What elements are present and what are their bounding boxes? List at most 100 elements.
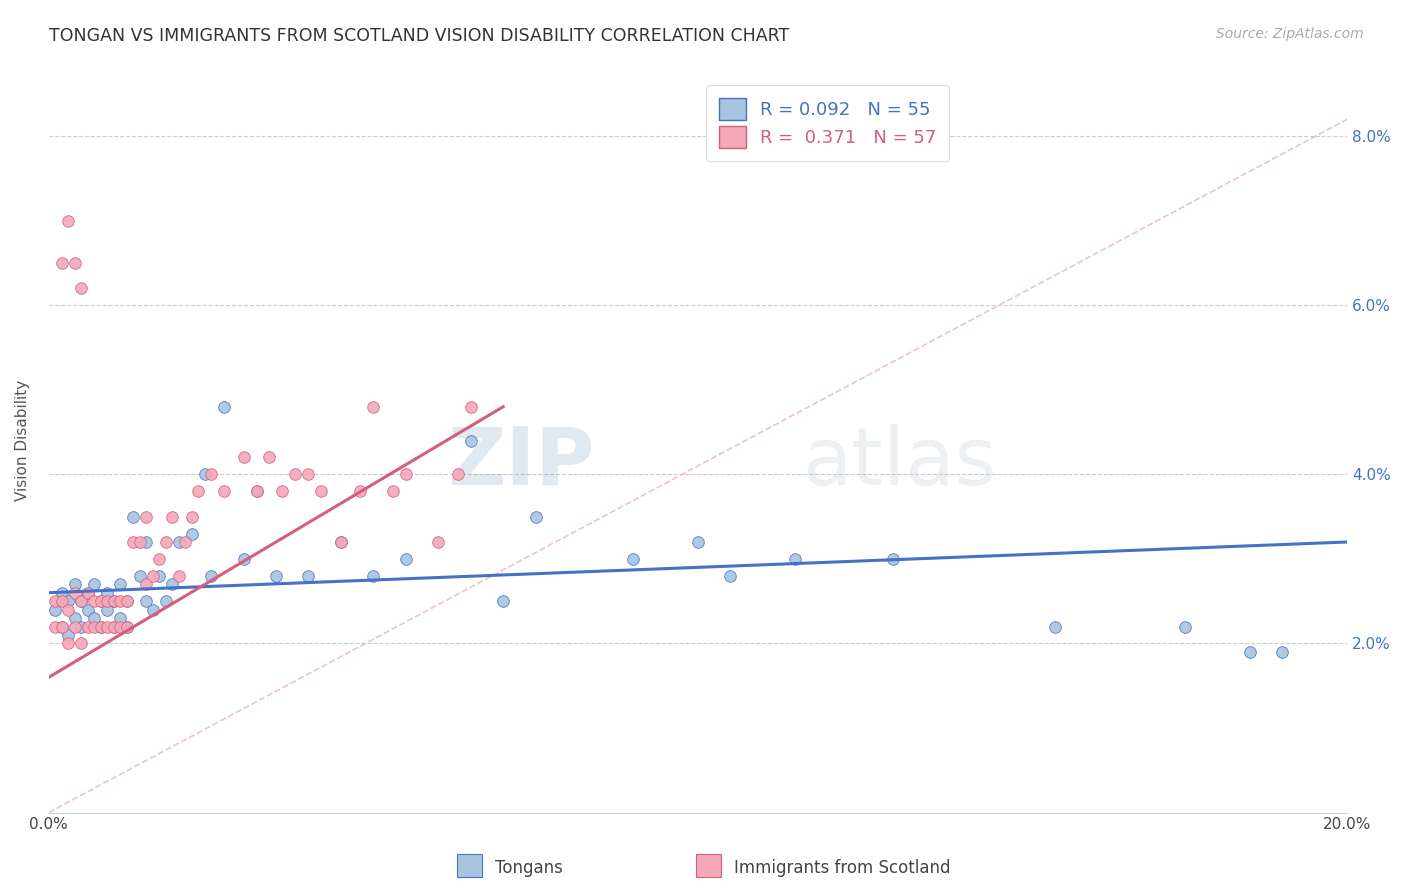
Point (128, 569, 150, 583)
Point (180, 509, 202, 524)
Point (427, 535, 450, 549)
Legend: R = 0.092   N = 55, R =  0.371   N = 57: R = 0.092 N = 55, R = 0.371 N = 57 (706, 85, 949, 161)
Point (58, 628, 80, 642)
Text: Tongans: Tongans (495, 859, 562, 877)
Point (447, 467, 470, 482)
Point (785, 552, 807, 566)
Point (96, 619, 118, 633)
Point (135, 535, 157, 549)
Point (122, 509, 145, 524)
Point (115, 619, 138, 633)
Point (167, 569, 190, 583)
Text: Source: ZipAtlas.com: Source: ZipAtlas.com (1216, 27, 1364, 41)
Point (90, 594, 112, 608)
Point (135, 509, 157, 524)
Point (63, 619, 86, 633)
Point (83, 619, 105, 633)
Point (115, 594, 138, 608)
Point (83, 611, 105, 625)
Point (460, 400, 482, 414)
Point (135, 577, 157, 591)
Point (492, 594, 515, 608)
Point (76, 585, 98, 599)
Point (720, 569, 742, 583)
Point (882, 552, 904, 566)
Point (1174, 619, 1197, 633)
Point (311, 484, 333, 499)
Point (103, 619, 125, 633)
Point (128, 535, 150, 549)
Point (76, 602, 98, 616)
Point (70, 594, 93, 608)
Point (63, 611, 86, 625)
Point (329, 535, 352, 549)
Point (284, 467, 307, 482)
Point (174, 535, 197, 549)
Point (51, 619, 73, 633)
Point (245, 484, 267, 499)
Point (83, 577, 105, 591)
Point (148, 552, 170, 566)
Point (200, 569, 222, 583)
Text: ZIP: ZIP (447, 424, 595, 502)
Point (51, 619, 73, 633)
Point (96, 594, 118, 608)
Point (167, 535, 190, 549)
Point (115, 619, 138, 633)
Point (96, 585, 118, 599)
Point (363, 400, 385, 414)
Point (90, 594, 112, 608)
Point (83, 594, 105, 608)
Point (63, 585, 86, 599)
Text: atlas: atlas (801, 424, 997, 502)
Point (103, 594, 125, 608)
Point (44, 602, 66, 616)
Point (1043, 619, 1066, 633)
Point (135, 594, 157, 608)
Point (349, 484, 371, 499)
Point (232, 552, 254, 566)
Point (524, 509, 547, 524)
Point (1271, 645, 1294, 659)
Point (395, 467, 418, 482)
Point (44, 619, 66, 633)
Point (686, 535, 709, 549)
Point (200, 467, 222, 482)
Point (148, 569, 170, 583)
Point (103, 594, 125, 608)
Point (58, 636, 80, 650)
Point (70, 594, 93, 608)
Point (108, 594, 131, 608)
FancyBboxPatch shape (457, 854, 482, 877)
Point (212, 400, 235, 414)
Point (44, 594, 66, 608)
Point (155, 535, 177, 549)
Point (142, 602, 165, 616)
Point (108, 577, 131, 591)
Point (70, 281, 93, 295)
Point (58, 602, 80, 616)
Point (58, 213, 80, 227)
Text: Immigrants from Scotland: Immigrants from Scotland (734, 859, 950, 877)
Point (160, 509, 183, 524)
Point (155, 594, 177, 608)
Point (76, 619, 98, 633)
Text: TONGAN VS IMMIGRANTS FROM SCOTLAND VISION DISABILITY CORRELATION CHART: TONGAN VS IMMIGRANTS FROM SCOTLAND VISIO… (49, 27, 789, 45)
Point (264, 569, 287, 583)
Point (395, 552, 418, 566)
Point (122, 535, 145, 549)
Point (70, 636, 93, 650)
Point (621, 552, 644, 566)
Point (271, 484, 294, 499)
Point (90, 619, 112, 633)
Y-axis label: Vision Disability: Vision Disability (15, 380, 30, 501)
Point (96, 602, 118, 616)
Point (108, 619, 131, 633)
Point (70, 619, 93, 633)
Point (297, 569, 319, 583)
Point (329, 535, 352, 549)
Point (245, 484, 267, 499)
Point (363, 569, 385, 583)
Point (1239, 645, 1261, 659)
Point (108, 611, 131, 625)
